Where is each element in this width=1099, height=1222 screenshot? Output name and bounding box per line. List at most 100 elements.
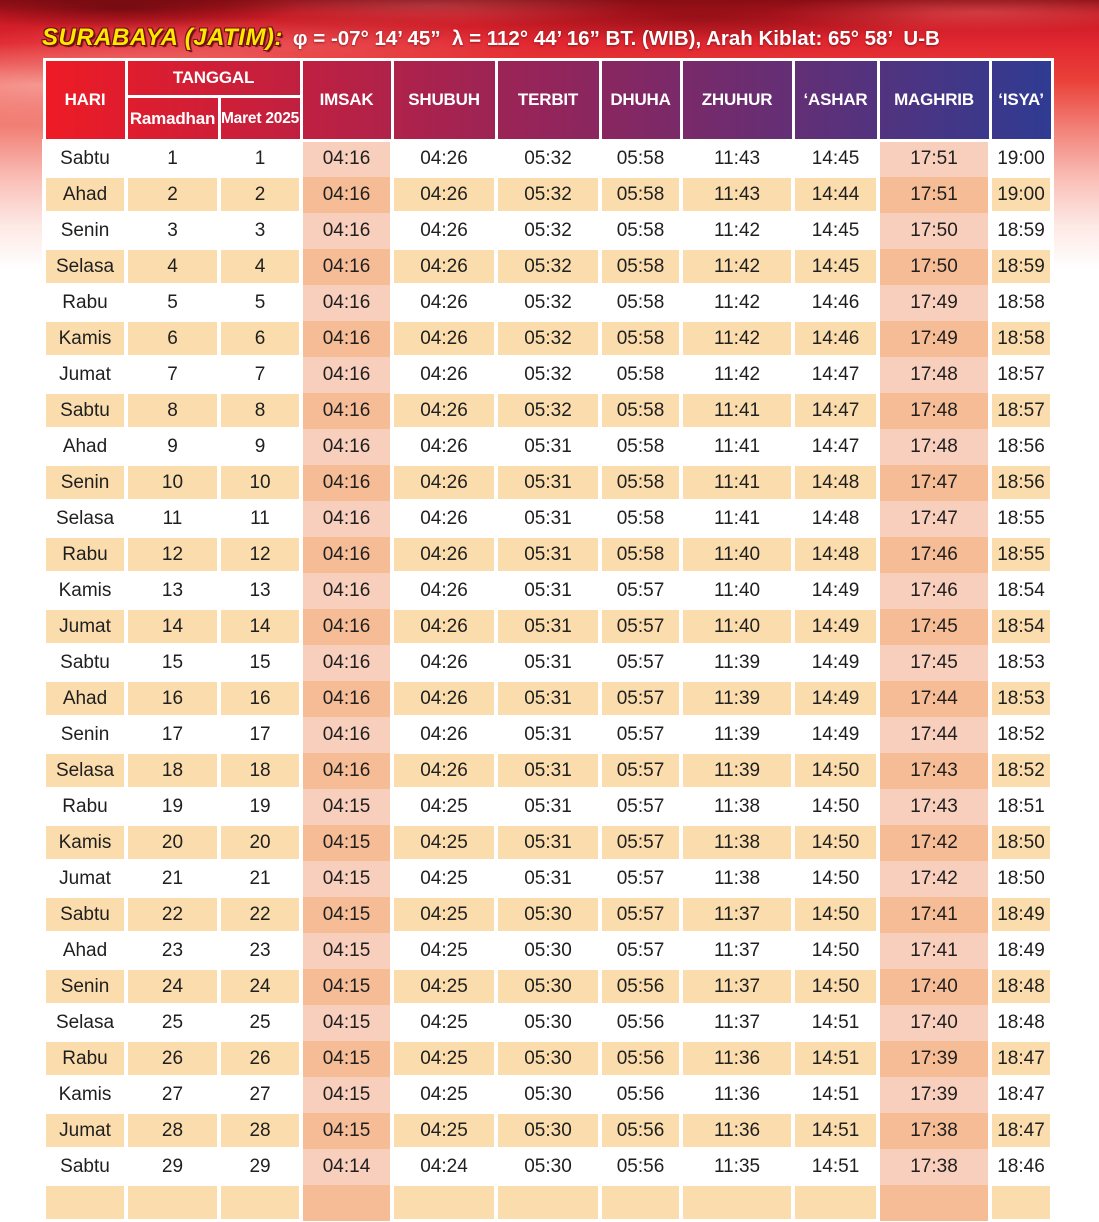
cell-ashar: 14:49 [791, 679, 881, 718]
cell-hari: Ahad [42, 931, 128, 970]
cell-isya: 18:58 [988, 319, 1055, 358]
table-row: Sabtu 8 8 04:16 04:26 05:32 05:58 11:41 14:47 17:… [42, 391, 1055, 430]
cell-isya: 18:58 [988, 283, 1055, 322]
cell-maret: 6 [216, 319, 304, 358]
cell-zhuhur: 11:39 [679, 715, 796, 754]
cell-imsak: 04:16 [299, 608, 395, 645]
cell-maret: 1 [216, 139, 304, 178]
cell-dhuha: 05:58 [598, 355, 684, 394]
cell-terbit: 05:32 [494, 355, 603, 394]
table-row: Sabtu 15 15 04:16 04:26 05:31 05:57 11:39 14:49 1… [42, 643, 1055, 682]
table-row: Jumat 7 7 04:16 04:26 05:32 05:58 11:42 14:47 17:… [42, 355, 1055, 394]
cell-zhuhur: 11:36 [679, 1039, 796, 1078]
cell-zhuhur: 11:37 [679, 1003, 796, 1042]
cell-imsak: 04:15 [299, 824, 395, 861]
cell-isya: 18:55 [988, 499, 1055, 538]
cell-ramadhan: 26 [124, 1039, 221, 1078]
table-row: Senin 3 3 04:16 04:26 05:32 05:58 11:42 14:45 17:… [42, 211, 1055, 250]
cell-dhuha: 05:56 [598, 967, 684, 1006]
cell-dhuha: 05:57 [598, 931, 684, 970]
cell-ramadhan: 2 [124, 175, 221, 214]
cell-maret: 17 [216, 715, 304, 754]
cell-hari: Kamis [42, 319, 128, 358]
cell-imsak: 04:15 [299, 1040, 395, 1077]
cell-shubuh: 04:26 [390, 535, 499, 574]
cell-terbit: 05:31 [494, 823, 603, 862]
cell-terbit: 05:31 [494, 679, 603, 718]
cell-imsak: 04:15 [299, 1076, 395, 1113]
cell-imsak: 04:16 [299, 428, 395, 465]
table-row: Sabtu 1 1 04:16 04:26 05:32 05:58 11:43 14:45 17:… [42, 139, 1055, 178]
city-name: SURABAYA (JATIM): [42, 24, 283, 51]
header-hari: HARI [42, 58, 128, 142]
cell-maghrib: 17:50 [876, 248, 993, 285]
cell-isya: 18:54 [988, 607, 1055, 646]
cell-isya [988, 1183, 1055, 1222]
cell-maret: 24 [216, 967, 304, 1006]
cell-shubuh: 04:26 [390, 211, 499, 250]
cell-maret: 5 [216, 283, 304, 322]
cell-dhuha: 05:57 [598, 751, 684, 790]
cell-ashar: 14:44 [791, 175, 881, 214]
cell-isya: 18:48 [988, 967, 1055, 1006]
cell-zhuhur [679, 1183, 796, 1222]
cell-shubuh: 04:25 [390, 823, 499, 862]
cell-shubuh: 04:26 [390, 607, 499, 646]
cell-isya: 18:48 [988, 1003, 1055, 1042]
cell-isya: 18:46 [988, 1147, 1055, 1186]
cell-hari: Sabtu [42, 895, 128, 934]
cell-ashar: 14:51 [791, 1111, 881, 1150]
cell-shubuh: 04:25 [390, 1039, 499, 1078]
header-isya: ‘ISYA’ [988, 58, 1054, 142]
cell-shubuh: 04:26 [390, 427, 499, 466]
cell-ashar: 14:47 [791, 355, 881, 394]
cell-isya: 18:54 [988, 571, 1055, 610]
cell-ramadhan: 20 [124, 823, 221, 862]
cell-terbit: 05:32 [494, 319, 603, 358]
cell-zhuhur: 11:40 [679, 607, 796, 646]
cell-hari: Kamis [42, 823, 128, 862]
cell-imsak: 04:16 [299, 680, 395, 717]
cell-maghrib: 17:47 [876, 464, 993, 501]
cell-dhuha [598, 1183, 684, 1222]
cell-hari: Senin [42, 463, 128, 502]
cell-zhuhur: 11:42 [679, 247, 796, 286]
cell-dhuha: 05:56 [598, 1075, 684, 1114]
cell-shubuh: 04:26 [390, 175, 499, 214]
cell-maghrib: 17:40 [876, 968, 993, 1005]
cell-shubuh: 04:25 [390, 1111, 499, 1150]
cell-ashar: 14:48 [791, 463, 881, 502]
cell-imsak: 04:15 [299, 1004, 395, 1041]
table-row: Rabu 5 5 04:16 04:26 05:32 05:58 11:42 14:46 17:4… [42, 283, 1055, 322]
cell-isya: 18:52 [988, 751, 1055, 790]
cell-terbit: 05:32 [494, 139, 603, 178]
cell-hari: Sabtu [42, 139, 128, 178]
cell-zhuhur: 11:37 [679, 967, 796, 1006]
cell-maret: 26 [216, 1039, 304, 1078]
cell-hari: Rabu [42, 535, 128, 574]
cell-dhuha: 05:58 [598, 499, 684, 538]
cell-dhuha: 05:57 [598, 643, 684, 682]
table-row: Selasa 11 11 04:16 04:26 05:31 05:58 11:41 14:48… [42, 499, 1055, 538]
cell-shubuh: 04:26 [390, 139, 499, 178]
cell-zhuhur: 11:36 [679, 1111, 796, 1150]
cell-terbit: 05:30 [494, 895, 603, 934]
table-row: Ahad 23 23 04:15 04:25 05:30 05:57 11:37 14:50 17… [42, 931, 1055, 970]
cell-ashar: 14:47 [791, 391, 881, 430]
cell-zhuhur: 11:43 [679, 175, 796, 214]
cell-imsak: 04:15 [299, 968, 395, 1005]
cell-dhuha: 05:58 [598, 175, 684, 214]
table-row: Kamis 13 13 04:16 04:26 05:31 05:57 11:40 14:49 1… [42, 571, 1055, 610]
cell-zhuhur: 11:41 [679, 463, 796, 502]
cell-ramadhan: 3 [124, 211, 221, 250]
cell-zhuhur: 11:42 [679, 283, 796, 322]
cell-maret: 29 [216, 1147, 304, 1186]
cell-maret: 22 [216, 895, 304, 934]
cell-hari: Jumat [42, 607, 128, 646]
cell-shubuh: 04:25 [390, 967, 499, 1006]
cell-imsak: 04:16 [299, 176, 395, 213]
cell-hari: Senin [42, 715, 128, 754]
cell-terbit: 05:31 [494, 427, 603, 466]
cell-ashar: 14:45 [791, 247, 881, 286]
cell-shubuh: 04:25 [390, 1075, 499, 1114]
